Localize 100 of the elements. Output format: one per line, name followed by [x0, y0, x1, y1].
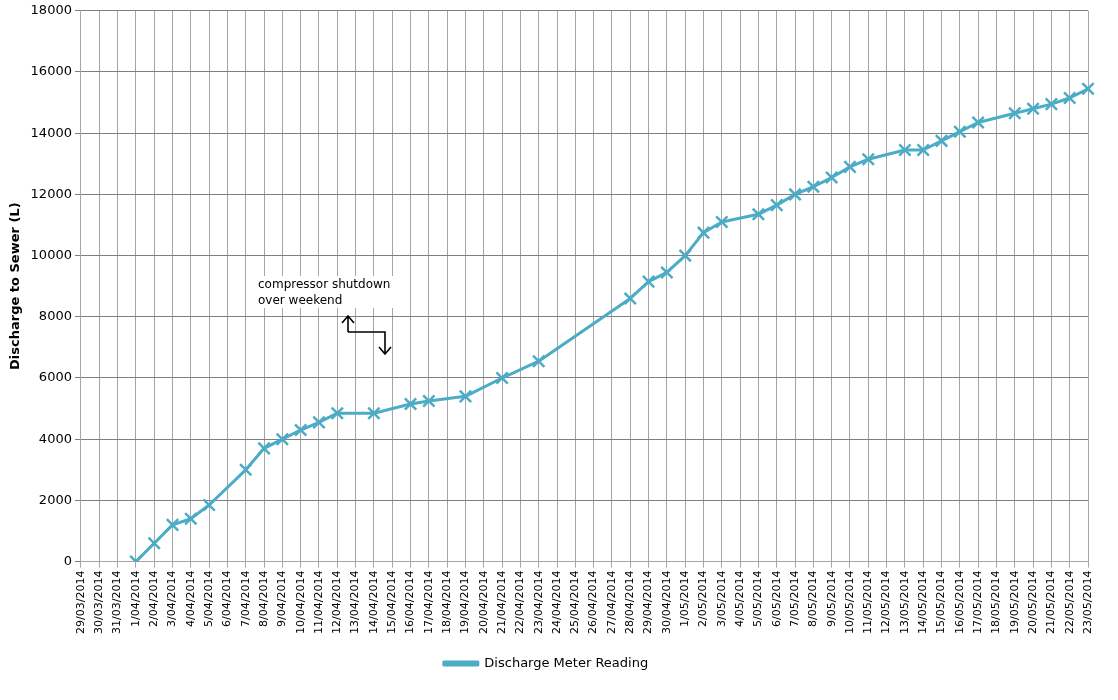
point	[1062, 91, 1077, 105]
point	[367, 406, 381, 421]
point	[714, 215, 729, 229]
x-tick-label: 14/05/2014	[916, 570, 930, 635]
x-tick-label: 17/04/2014	[421, 570, 435, 635]
point	[403, 397, 418, 411]
point	[312, 415, 326, 430]
x-tick-label: 14/04/2014	[366, 570, 380, 635]
point	[257, 441, 271, 456]
x-tick-label: 1/05/2014	[678, 570, 692, 628]
point	[421, 394, 436, 408]
x-tick-label: 29/04/2014	[641, 570, 655, 635]
x-tick-label: 5/05/2014	[751, 570, 765, 628]
x-tick-label: 10/05/2014	[842, 570, 856, 635]
point	[952, 124, 967, 139]
x-tick-label: 4/04/2014	[183, 570, 197, 628]
point	[806, 179, 821, 194]
x-tick-label: 5/04/2014	[201, 570, 215, 628]
x-tick-label: 6/04/2014	[220, 570, 234, 628]
x-tick-label: 21/04/2014	[494, 570, 508, 635]
x-tick-label: 20/05/2014	[1025, 570, 1039, 635]
point	[458, 389, 473, 404]
x-tick-label: 19/05/2014	[1007, 570, 1021, 635]
point	[769, 198, 784, 213]
point	[293, 423, 308, 437]
x-tick-label: 16/04/2014	[403, 570, 417, 635]
point	[1007, 106, 1022, 121]
x-tick-label: 2/05/2014	[696, 570, 710, 628]
x-tick-label: 12/05/2014	[879, 570, 893, 635]
point	[238, 462, 253, 477]
x-tick-label: 21/05/2014	[1044, 570, 1058, 635]
point	[659, 265, 674, 280]
x-tick-label: 16/05/2014	[952, 570, 966, 635]
x-tick-label: 6/05/2014	[769, 570, 783, 628]
point	[751, 207, 766, 222]
point	[495, 371, 509, 385]
point	[330, 406, 345, 421]
x-tick-label: 26/04/2014	[586, 570, 600, 635]
y-tick-label: 8000	[38, 308, 72, 324]
x-tick-label: 13/05/2014	[897, 570, 911, 635]
point	[623, 291, 638, 306]
x-tick-label: 3/05/2014	[714, 570, 728, 628]
legend-label: Discharge Meter Reading	[484, 654, 649, 670]
y-tick-label: 10000	[30, 246, 72, 262]
x-tick-label: 30/03/2014	[92, 570, 106, 635]
x-tick-label: 20/04/2014	[476, 570, 490, 635]
x-tick-label: 11/05/2014	[861, 570, 875, 635]
point	[824, 170, 839, 185]
x-tick-label: 15/05/2014	[934, 570, 948, 635]
y-axis-title: Discharge to Sewer (L)	[7, 202, 23, 370]
x-tick-label: 29/03/2014	[73, 570, 87, 635]
point	[934, 133, 949, 148]
y-tick-label: 2000	[38, 491, 72, 507]
x-tick-label: 18/05/2014	[989, 570, 1003, 635]
x-tick-label: 8/04/2014	[256, 570, 270, 628]
x-tick-label: 15/04/2014	[385, 570, 399, 635]
point	[531, 354, 546, 369]
x-tick-label: 30/04/2014	[659, 570, 673, 635]
point	[183, 511, 198, 526]
x-tick-label: 7/05/2014	[787, 570, 801, 628]
point	[1026, 101, 1040, 116]
x-tick-label: 23/05/2014	[1080, 570, 1094, 635]
x-tick-label: 7/04/2014	[238, 570, 252, 628]
x-tick-label: 11/04/2014	[311, 570, 325, 635]
x-tick-label: 28/04/2014	[623, 570, 637, 635]
point	[641, 274, 656, 289]
x-tick-label: 17/05/2014	[971, 570, 984, 635]
x-tick-label: 19/04/2014	[458, 570, 472, 635]
x-tick-label: 4/05/2014	[732, 570, 746, 628]
x-tick-label: 1/04/2014	[128, 570, 142, 628]
x-tick-label: 8/05/2014	[806, 570, 820, 628]
y-tick-label: 14000	[30, 124, 72, 140]
point	[696, 225, 711, 240]
point	[897, 143, 912, 157]
point	[1081, 81, 1095, 96]
x-tick-label: 2/04/2014	[147, 570, 161, 628]
x-tick-label: 24/04/2014	[549, 570, 563, 635]
x-tick-label: 31/03/2014	[110, 570, 124, 635]
point	[678, 248, 693, 263]
y-tick-label: 6000	[38, 369, 72, 385]
y-tick-label: 4000	[38, 430, 72, 446]
x-tick-label: 27/04/2014	[604, 570, 618, 635]
x-tick-label: 23/04/2014	[531, 570, 545, 635]
x-tick-label: 13/04/2014	[348, 570, 362, 635]
y-tick-label: 12000	[30, 185, 72, 201]
point	[275, 432, 290, 447]
x-tick-label: 9/04/2014	[275, 570, 289, 628]
y-tick-label: 18000	[30, 2, 72, 18]
x-tick-label: 22/04/2014	[513, 570, 527, 635]
x-tick-label: 10/04/2014	[293, 570, 307, 635]
x-tick-label: 9/05/2014	[824, 570, 838, 628]
x-tick-label: 22/05/2014	[1062, 570, 1076, 635]
point	[165, 517, 180, 532]
point	[843, 159, 857, 174]
point	[971, 115, 986, 130]
x-tick-label: 3/04/2014	[165, 570, 179, 628]
point	[788, 187, 802, 202]
point	[1044, 97, 1059, 112]
y-tick-label: 0	[63, 552, 72, 568]
point	[916, 143, 931, 157]
